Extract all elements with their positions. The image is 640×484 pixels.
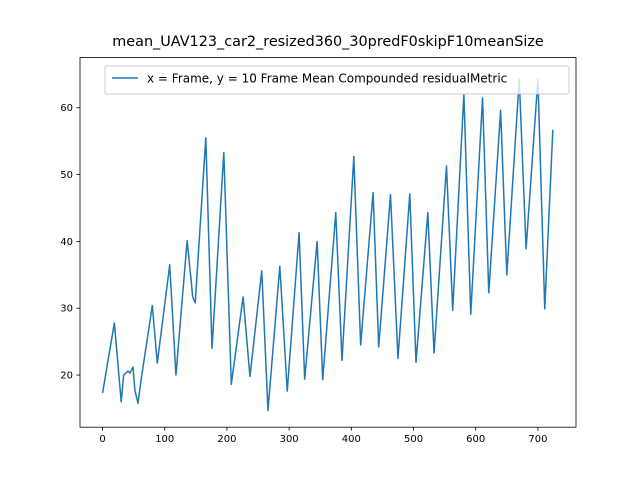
chart-title: mean_UAV123_car2_resized360_30predF0skip…: [112, 34, 544, 50]
x-tick-label: 400: [342, 434, 361, 445]
y-tick-label: 60: [60, 103, 73, 114]
y-tick-label: 50: [60, 170, 73, 181]
x-tick-label: 100: [155, 434, 174, 445]
x-tick-label: 300: [280, 434, 299, 445]
legend-box: [104, 65, 570, 95]
line-series: [101, 78, 554, 412]
y-tick-label: 30: [60, 304, 73, 315]
y-tick-label: 20: [60, 371, 73, 382]
x-tick-label: 700: [528, 434, 547, 445]
x-tick-label: 0: [99, 434, 105, 445]
y-tick-label: 40: [60, 237, 73, 248]
plot-frame: [79, 57, 577, 428]
legend-label: x = Frame, y = 10 Frame Mean Compounded …: [147, 72, 507, 86]
x-tick-label: 200: [217, 434, 236, 445]
x-tick-label: 600: [466, 434, 485, 445]
x-tick-label: 500: [404, 434, 423, 445]
